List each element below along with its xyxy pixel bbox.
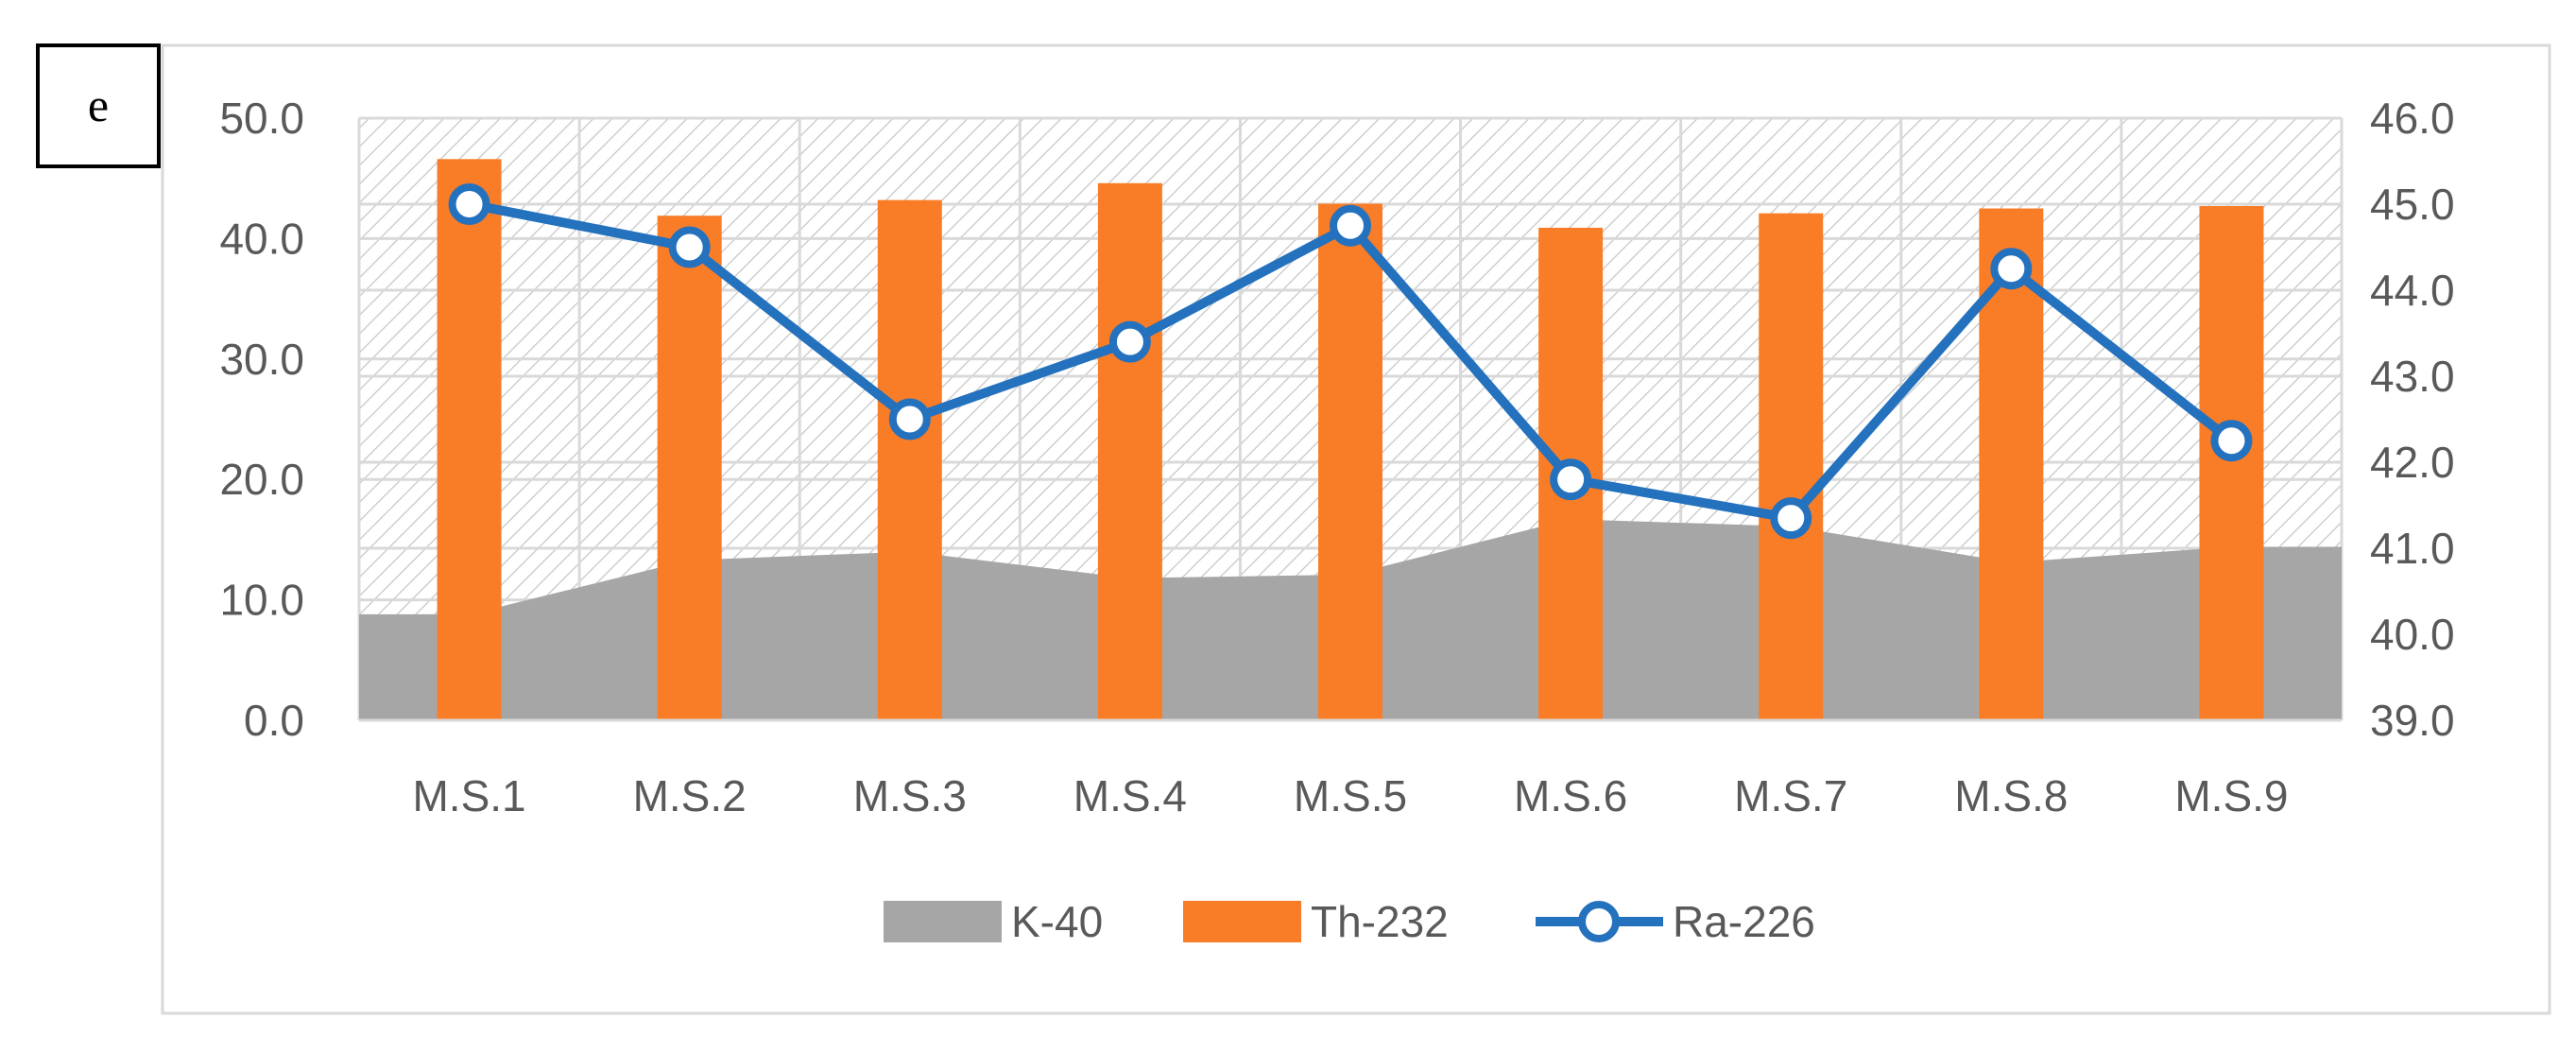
legend-label-k40: K-40 (1011, 897, 1103, 946)
x-tick-label: M.S.1 (412, 771, 525, 820)
th232-bar (1759, 213, 1824, 720)
ra226-point (1770, 497, 1812, 540)
legend: K-40 Th-232 Ra-226 (884, 897, 1815, 946)
y-left-tick-label: 30.0 (219, 335, 304, 384)
y-right-tick-label: 41.0 (2370, 524, 2455, 573)
ra226-line-layer (448, 183, 2253, 540)
ra226-point (1550, 458, 1592, 501)
axes: 0.0 10.0 20.0 30.0 40.0 50.0 39.0 40.0 41.0 42.0 4… (219, 94, 2454, 820)
x-tick-label: M.S.8 (1954, 771, 2068, 820)
legend-swatch-k40 (884, 901, 1002, 942)
legend-label-th232: Th-232 (1311, 897, 1449, 946)
ra226-point (1108, 320, 1151, 363)
panel-label-box (36, 43, 161, 168)
th232-bar (657, 216, 722, 721)
x-tick-label: M.S.2 (633, 771, 747, 820)
ra226-point (448, 183, 490, 225)
ra226-point (1330, 204, 1371, 247)
ra226-point (2210, 420, 2253, 462)
x-tick-label: M.S.9 (2174, 771, 2288, 820)
legend-label-ra226: Ra-226 (1673, 897, 1815, 946)
y-right-tick-label: 40.0 (2370, 610, 2455, 659)
y-left-tick-label: 0.0 (244, 696, 304, 745)
y-right-tick-label: 39.0 (2370, 696, 2455, 745)
th232-bar (1097, 182, 1162, 720)
th232-bar (1318, 203, 1382, 721)
y-left-tick-label: 20.0 (219, 455, 304, 504)
x-tick-label: M.S.6 (1514, 771, 1627, 820)
y-left-tick-label: 40.0 (219, 214, 304, 263)
y-right-tick-label: 46.0 (2370, 94, 2455, 143)
y-right-tick-label: 42.0 (2370, 438, 2455, 487)
y-right-tick-label: 45.0 (2370, 180, 2455, 229)
legend-swatch-ra226-marker (1578, 901, 1620, 942)
ra226-point (1990, 248, 2033, 290)
th232-bar (437, 159, 502, 721)
th232-bar (2199, 206, 2264, 720)
y-right-tick-label: 44.0 (2370, 266, 2455, 315)
panel-label: e (88, 78, 109, 131)
x-tick-label: M.S.4 (1073, 771, 1187, 820)
th232-bar (877, 199, 942, 720)
y-left-tick-label: 50.0 (219, 94, 304, 143)
x-tick-label: M.S.7 (1734, 771, 1847, 820)
ra226-point (668, 226, 711, 268)
legend-swatch-th232 (1183, 901, 1301, 942)
x-tick-label: M.S.5 (1294, 771, 1407, 820)
ra226-point (888, 398, 931, 440)
x-tick-label: M.S.3 (853, 771, 967, 820)
y-left-tick-label: 10.0 (219, 576, 304, 625)
y-right-tick-label: 43.0 (2370, 352, 2455, 401)
